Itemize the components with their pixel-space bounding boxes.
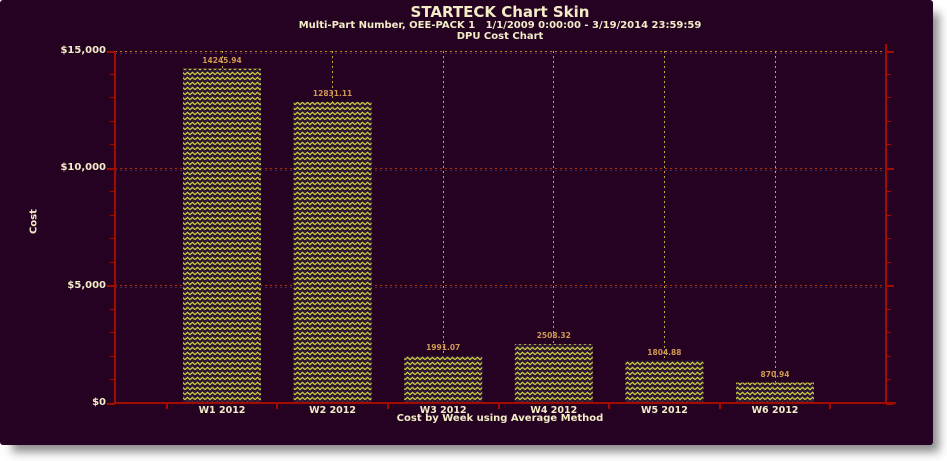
y-gridline-shadow <box>115 169 885 171</box>
x-tick-label: W2 2012 <box>309 405 357 416</box>
chart-name: DPU Cost Chart <box>456 31 544 42</box>
bar-value-label: 14245.94 <box>202 55 242 65</box>
y-tick <box>886 308 891 310</box>
y-tick <box>110 379 115 381</box>
y-tick <box>110 73 115 75</box>
y-tick <box>886 379 891 381</box>
y-tick <box>107 402 115 405</box>
y-gridline-shadow <box>115 52 885 54</box>
y-tick <box>110 120 115 122</box>
x-tick-label: W1 2012 <box>198 405 246 416</box>
y-tick <box>886 73 891 75</box>
y-tick <box>886 144 891 146</box>
y-gridline-shadow <box>115 287 885 289</box>
y-gridline <box>115 285 885 287</box>
right-axis-line <box>885 44 887 404</box>
x-tick-label: W5 2012 <box>640 405 688 416</box>
bar <box>514 344 593 403</box>
y-tick <box>110 332 115 334</box>
y-tick <box>886 214 891 216</box>
y-tick-label: $10,000 <box>60 162 106 174</box>
x-tick-label: W6 2012 <box>751 405 799 416</box>
y-tick <box>886 97 891 99</box>
y-tick <box>886 355 891 357</box>
y-tick <box>110 97 115 99</box>
x-tick <box>276 404 279 409</box>
bottom-axis-line <box>114 402 896 404</box>
y-tick <box>110 355 115 357</box>
y-gridline <box>115 50 885 52</box>
v-gridline <box>442 51 444 403</box>
x-tick <box>497 404 500 409</box>
y-tick <box>107 285 115 288</box>
y-tick <box>886 191 891 193</box>
x-tick <box>608 404 611 409</box>
chart-window: STARTECK Chart Skin Multi-Part Number, O… <box>0 0 933 445</box>
bar <box>293 101 372 403</box>
left-axis-line <box>114 51 116 404</box>
bar <box>404 356 483 403</box>
v-gridline <box>663 51 665 403</box>
y-tick <box>107 50 115 53</box>
chart-title: STARTECK Chart Skin <box>410 3 590 21</box>
x-tick-label: W3 2012 <box>419 405 467 416</box>
bar <box>183 68 261 403</box>
y-tick <box>110 261 115 263</box>
y-tick <box>886 261 891 263</box>
x-tick-label: W4 2012 <box>530 405 578 416</box>
y-tick <box>886 238 891 240</box>
y-tick <box>886 285 894 288</box>
v-gridline <box>774 51 776 403</box>
bar-value-label: 1804.88 <box>647 347 682 357</box>
chart-subtitle: Multi-Part Number, OEE-PACK 1 1/1/2009 0… <box>298 20 702 31</box>
y-tick-label: $0 <box>92 397 106 408</box>
bar-value-label: 1991.07 <box>426 343 461 353</box>
x-tick <box>386 404 389 409</box>
y-tick <box>107 167 115 170</box>
x-axis-title: Cost by Week using Average Method <box>396 413 604 424</box>
x-tick <box>829 404 832 409</box>
x-tick <box>165 404 168 409</box>
bar-value-label: 2508.32 <box>536 331 571 341</box>
y-tick <box>110 144 115 146</box>
bar <box>625 360 704 403</box>
bar <box>736 382 814 403</box>
y-tick <box>110 191 115 193</box>
y-tick-label: $5,000 <box>67 279 106 291</box>
y-tick <box>110 308 115 310</box>
y-gridline <box>115 167 885 169</box>
bar-value-label: 12831.11 <box>312 88 353 98</box>
y-tick <box>110 214 115 216</box>
y-tick-label: $15,000 <box>60 45 106 56</box>
y-tick <box>886 332 891 334</box>
y-tick <box>886 120 891 122</box>
y-axis-title: Cost <box>28 209 40 234</box>
y-tick <box>886 50 894 53</box>
bars-svg <box>183 68 814 403</box>
bar-value-label: 870.94 <box>760 369 790 379</box>
x-tick <box>718 404 721 409</box>
y-tick <box>886 167 894 170</box>
v-gridline <box>553 51 555 403</box>
y-tick <box>110 238 115 240</box>
